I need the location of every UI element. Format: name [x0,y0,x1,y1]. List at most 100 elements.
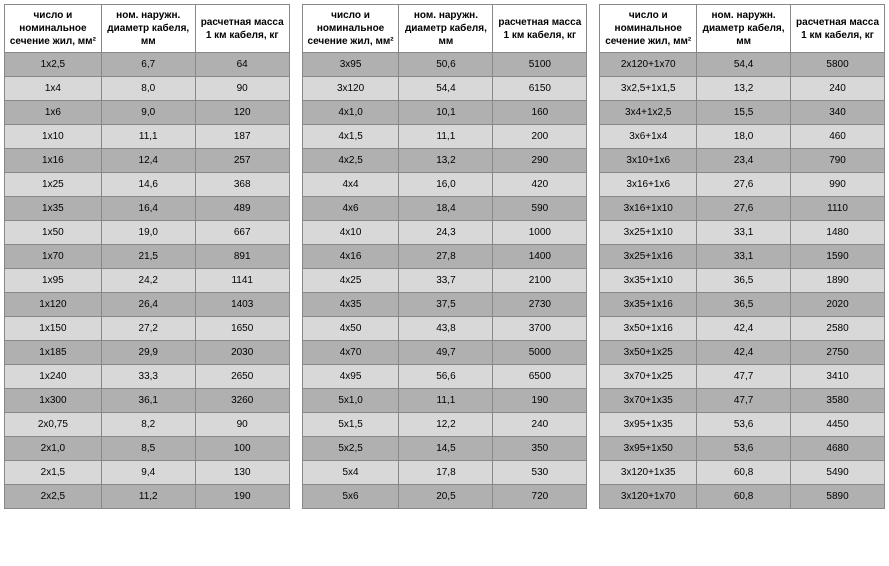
table-cell: 460 [791,125,885,149]
table-cell: 4x50 [302,317,399,341]
table-cell: 4x35 [302,293,399,317]
table-cell: 24,2 [101,269,195,293]
table-cell: 4x1,5 [302,125,399,149]
table-row: 3x95+1x3553,64450 [600,413,885,437]
table-row: 5x1,011,1190 [302,389,587,413]
table-1-body: 1x2,56,7641x48,0901x69,01201x1011,11871x… [5,53,290,509]
table-row: 5x2,514,5350 [302,437,587,461]
table-cell: 3x35+1x16 [600,293,697,317]
table-cell: 1x95 [5,269,102,293]
table-row: 4x618,4590 [302,197,587,221]
table-row: 3x6+1x418,0460 [600,125,885,149]
table-cell: 2650 [195,365,289,389]
table-cell: 4x6 [302,197,399,221]
table-cell: 1x4 [5,77,102,101]
table-cell: 14,5 [399,437,493,461]
table-cell: 2750 [791,341,885,365]
table-cell: 10,1 [399,101,493,125]
table-cell: 4x4 [302,173,399,197]
table-cell: 3x95+1x35 [600,413,697,437]
table-cell: 54,4 [697,53,791,77]
table-cell: 1x35 [5,197,102,221]
table-cell: 290 [493,149,587,173]
table-row: 3x70+1x3547,73580 [600,389,885,413]
header-section: число и номинальное сечение жил, мм² [302,5,399,53]
table-cell: 1890 [791,269,885,293]
table-cell: 2x2,5 [5,485,102,509]
table-cell: 5x1,5 [302,413,399,437]
table-cell: 1x300 [5,389,102,413]
table-cell: 990 [791,173,885,197]
table-cell: 1480 [791,221,885,245]
table-cell: 8,5 [101,437,195,461]
table-cell: 2x120+1x70 [600,53,697,77]
table-cell: 1x120 [5,293,102,317]
table-cell: 50,6 [399,53,493,77]
table-cell: 16,4 [101,197,195,221]
table-cell: 2x1,5 [5,461,102,485]
table-cell: 3x4+1x2,5 [600,101,697,125]
header-diameter: ном. наружн. диаметр кабеля, мм [399,5,493,53]
table-cell: 5000 [493,341,587,365]
cable-table-3: число и номинальное сечение жил, мм² ном… [599,4,885,509]
table-row: 1x2514,6368 [5,173,290,197]
table-cell: 27,8 [399,245,493,269]
table-cell: 2x1,0 [5,437,102,461]
table-row: 3x35+1x1636,52020 [600,293,885,317]
table-cell: 3x50+1x16 [600,317,697,341]
table-cell: 3410 [791,365,885,389]
table-cell: 33,1 [697,245,791,269]
table-row: 3x2,5+1x1,513,2240 [600,77,885,101]
table-row: 4x1024,31000 [302,221,587,245]
table-row: 3x70+1x2547,73410 [600,365,885,389]
header-diameter: ном. наружн. диаметр кабеля, мм [101,5,195,53]
cable-table-1: число и номинальное сечение жил, мм² ном… [4,4,290,509]
table-cell: 53,6 [697,437,791,461]
table-cell: 90 [195,77,289,101]
table-cell: 4x16 [302,245,399,269]
table-cell: 420 [493,173,587,197]
table-cell: 4x10 [302,221,399,245]
table-cell: 2730 [493,293,587,317]
table-cell: 11,1 [399,389,493,413]
table-cell: 14,6 [101,173,195,197]
table-cell: 6150 [493,77,587,101]
table-row: 3x50+1x2542,42750 [600,341,885,365]
table-cell: 33,7 [399,269,493,293]
table-row: 4x3537,52730 [302,293,587,317]
table-cell: 1400 [493,245,587,269]
table-cell: 37,5 [399,293,493,317]
table-cell: 3700 [493,317,587,341]
table-cell: 3x35+1x10 [600,269,697,293]
table-cell: 368 [195,173,289,197]
table-cell: 4680 [791,437,885,461]
table-cell: 257 [195,149,289,173]
table-row: 4x9556,66500 [302,365,587,389]
table-cell: 27,6 [697,173,791,197]
table-cell: 13,2 [697,77,791,101]
table-row: 1x30036,13260 [5,389,290,413]
table-cell: 3x95 [302,53,399,77]
table-cell: 56,6 [399,365,493,389]
table-cell: 2030 [195,341,289,365]
table-cell: 4x70 [302,341,399,365]
table-cell: 489 [195,197,289,221]
table-cell: 24,3 [399,221,493,245]
table-cell: 42,4 [697,341,791,365]
table-cell: 160 [493,101,587,125]
table-cell: 1650 [195,317,289,341]
table-cell: 36,1 [101,389,195,413]
table-3: число и номинальное сечение жил, мм² ном… [599,4,885,509]
table-cell: 16,0 [399,173,493,197]
table-row: 3x35+1x1036,51890 [600,269,885,293]
table-1: число и номинальное сечение жил, мм² ном… [4,4,290,509]
table-cell: 5x1,0 [302,389,399,413]
table-cell: 13,2 [399,149,493,173]
table-row: 1x7021,5891 [5,245,290,269]
table-row: 3x9550,65100 [302,53,587,77]
table-cell: 9,4 [101,461,195,485]
table-cell: 3x16+1x6 [600,173,697,197]
table-cell: 2100 [493,269,587,293]
table-row: 1x5019,0667 [5,221,290,245]
table-row: 1x9524,21141 [5,269,290,293]
